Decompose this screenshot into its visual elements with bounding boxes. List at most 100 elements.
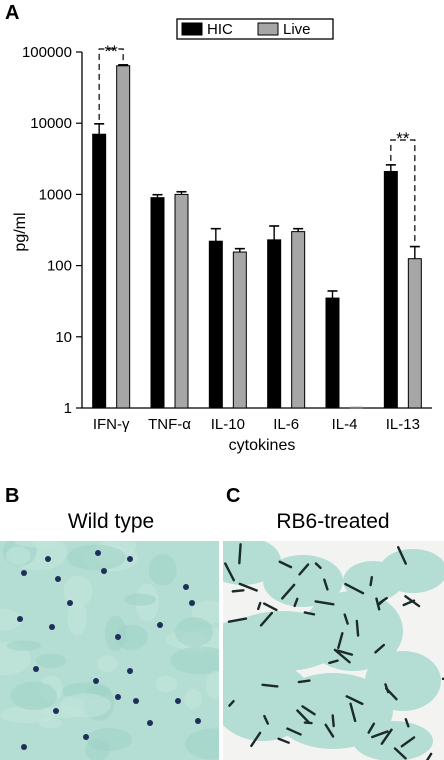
fungal-hypha xyxy=(263,714,270,725)
fungal-hypha xyxy=(355,619,360,637)
tissue-texture xyxy=(6,640,42,651)
bar-live xyxy=(407,258,422,409)
tissue-texture xyxy=(184,688,203,710)
bar-hic xyxy=(150,197,165,409)
bar-hic xyxy=(325,297,340,409)
stained-cell xyxy=(127,556,133,562)
stained-cell xyxy=(67,600,73,606)
fungal-hypha xyxy=(371,730,389,739)
bar-hic xyxy=(92,133,107,409)
significance-label: ** xyxy=(105,42,119,61)
bar-hic xyxy=(267,239,282,409)
tissue-texture xyxy=(60,693,111,718)
fungal-hypha xyxy=(227,617,248,623)
fungal-hypha xyxy=(345,695,364,706)
tissue-patch xyxy=(343,561,403,601)
stained-cell xyxy=(189,600,195,606)
y-tick-label: 10 xyxy=(55,329,72,346)
tissue-texture xyxy=(148,554,177,586)
fungal-hypha xyxy=(257,601,262,611)
tissue-texture xyxy=(67,544,126,571)
fungal-hypha xyxy=(337,632,344,650)
fungal-hypha xyxy=(297,679,311,684)
fungal-hypha xyxy=(393,747,407,760)
cytokine-bar-chart: 1 10 100 1000 10000 100000 pg/ml IFN-γ TNF-α IL-1… xyxy=(12,18,432,454)
tissue-patch xyxy=(263,555,343,607)
fungal-hypha xyxy=(374,643,386,654)
stained-cell xyxy=(133,698,139,704)
wild-type-micrograph xyxy=(0,541,219,760)
fungal-hypha xyxy=(375,597,381,611)
stained-cell xyxy=(53,708,59,714)
legend-box xyxy=(176,18,334,40)
fungal-hypha xyxy=(333,648,351,664)
x-tick-label: IFN-γ xyxy=(93,416,130,433)
tissue-texture xyxy=(14,541,58,548)
stained-cell xyxy=(195,718,201,724)
bar-hic xyxy=(383,170,398,409)
tissue-texture xyxy=(0,608,23,631)
fungal-hypha xyxy=(280,583,296,600)
tissue-texture xyxy=(35,653,67,668)
fungal-hypha xyxy=(250,731,262,748)
tissue-patch xyxy=(353,721,433,760)
rb6-treated-title: RB6-treated xyxy=(276,510,390,533)
fungal-hypha xyxy=(301,705,316,716)
fungal-hypha xyxy=(324,723,335,738)
tissue-texture xyxy=(105,615,127,651)
stained-cell xyxy=(147,720,153,726)
tissue-texture xyxy=(10,681,58,711)
y-axis-label: pg/ml xyxy=(12,212,29,251)
tissue-texture xyxy=(124,593,156,606)
y-tick-label: 1000 xyxy=(39,186,72,203)
fungal-hypha xyxy=(293,597,299,608)
fungal-hypha xyxy=(238,543,242,565)
bar-live xyxy=(174,193,189,409)
tissue-texture xyxy=(155,675,178,693)
tissue-texture xyxy=(6,546,31,566)
stained-cell xyxy=(33,666,39,672)
fungal-hypha xyxy=(296,709,310,724)
stained-cell xyxy=(127,668,133,674)
tissue-texture xyxy=(63,575,93,608)
bar-live xyxy=(291,231,306,409)
fungal-hypha xyxy=(335,649,354,656)
fungal-hypha xyxy=(277,737,290,744)
x-tick-label: IL-13 xyxy=(386,416,420,433)
stained-cell xyxy=(183,584,189,590)
bar-hic xyxy=(208,240,223,409)
tissue-texture xyxy=(86,728,133,751)
fungal-hypha xyxy=(231,589,245,593)
tissue-patch xyxy=(223,621,259,681)
fungal-hypha xyxy=(323,578,329,591)
fungal-hypha xyxy=(369,575,374,587)
stained-cell xyxy=(101,568,107,574)
stained-cell xyxy=(157,622,163,628)
x-tick-label: TNF-α xyxy=(148,416,191,433)
tissue-texture xyxy=(0,706,56,724)
tissue-patch xyxy=(365,651,441,711)
fungal-hypha xyxy=(425,752,433,760)
legend-label: Live xyxy=(283,21,311,38)
significance-label: ** xyxy=(396,129,410,148)
y-tick-label: 10000 xyxy=(30,115,72,132)
x-axis-label: cytokines xyxy=(229,437,296,454)
tissue-texture xyxy=(67,599,87,636)
y-tick-label: 100 xyxy=(47,258,72,275)
x-tick-label: IL-6 xyxy=(273,416,299,433)
fungal-hypha xyxy=(328,659,339,665)
stained-cell xyxy=(115,634,121,640)
tissue-texture xyxy=(96,655,118,673)
fungal-hypha xyxy=(314,562,322,570)
y-tick-label: 1 xyxy=(64,400,72,417)
panel-c-label: C xyxy=(226,485,241,507)
fungal-hypha xyxy=(228,699,235,707)
bar-live xyxy=(232,251,247,409)
fungal-hypha xyxy=(238,582,258,592)
tissue-texture xyxy=(205,670,219,700)
fungal-hypha xyxy=(400,736,416,748)
fungal-hypha xyxy=(344,582,365,595)
panel-a-label: A xyxy=(5,2,20,24)
wild-type-title: Wild type xyxy=(67,510,155,533)
tissue-texture xyxy=(175,617,213,647)
